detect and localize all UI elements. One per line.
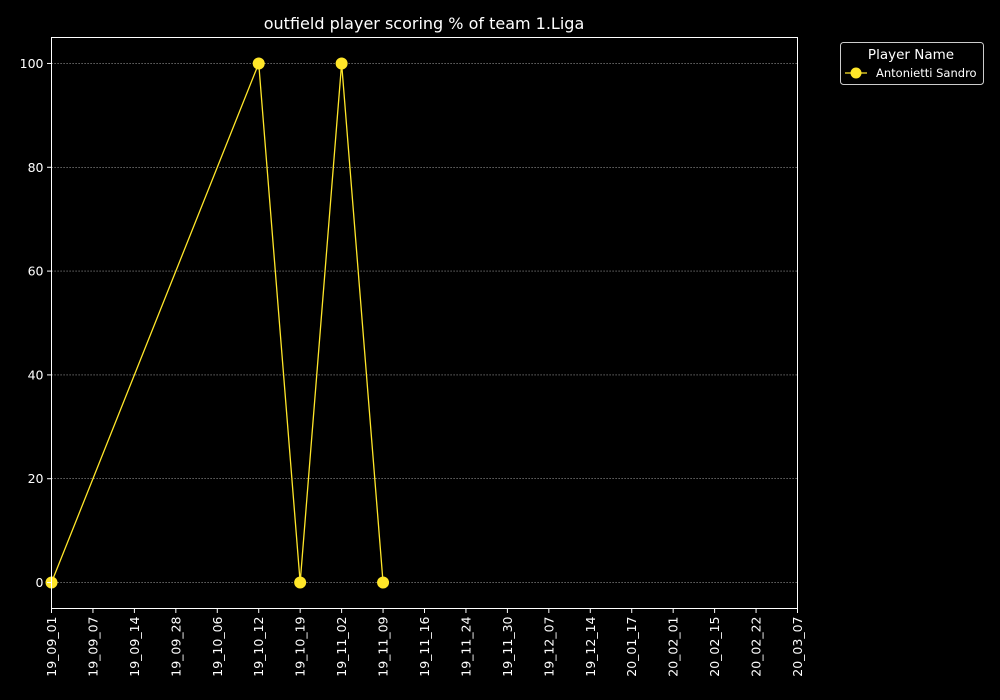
data-point [294, 576, 307, 589]
legend-entries: Antonietti Sandro [845, 66, 977, 80]
y-tick-label: 100 [20, 56, 44, 71]
data-point [252, 57, 265, 70]
y-tick-label: 20 [28, 471, 44, 486]
x-tick-label: 19_10_12 [251, 617, 266, 677]
y-tick-label: 60 [28, 264, 44, 279]
x-tick-label: 19_11_16 [417, 616, 432, 676]
x-tick-label: 19_11_02 [334, 617, 349, 677]
chart-title: outfield player scoring % of team 1.Liga [264, 14, 585, 33]
y-tick-label: 80 [28, 160, 44, 175]
x-tick-label: 20_03_07 [790, 617, 805, 677]
x-tick-label: 19_09_14 [127, 616, 142, 676]
x-tick-label: 19_10_06 [210, 616, 225, 676]
grid-layer [51, 63, 798, 583]
x-tick-label: 19_09_28 [168, 616, 183, 676]
x-tick-label: 20_02_01 [666, 617, 681, 677]
y-tick-label: 0 [36, 575, 44, 590]
x-tick-label: 19_09_07 [85, 617, 100, 677]
legend: Player Name Antonietti Sandro [840, 42, 984, 85]
x-axis: 19_09_01 19_09_07 19_09_14 19_09_28 19_10_06… [44, 608, 805, 677]
x-tick-label: 20_02_15 [707, 617, 722, 677]
legend-label: Antonietti Sandro [876, 66, 977, 80]
x-tick-label: 19_11_24 [458, 616, 473, 676]
x-tick-label: 20_01_17 [624, 617, 639, 677]
x-tick-label: 20_02_22 [749, 617, 764, 677]
x-tick-label: 19_12_07 [541, 617, 556, 677]
y-axis: 0 20 40 60 80 100 [20, 56, 52, 590]
x-tick-label: 19_12_14 [583, 616, 598, 676]
x-tick-label: 19_11_30 [500, 616, 515, 676]
legend-title: Player Name [868, 47, 954, 63]
legend-marker [850, 67, 862, 79]
y-tick-label: 40 [28, 367, 44, 382]
data-point [335, 57, 348, 70]
x-tick-label: 19_09_01 [44, 617, 59, 677]
data-point [377, 576, 390, 589]
x-tick-label: 19_11_09 [376, 616, 391, 676]
legend-box [840, 42, 984, 85]
x-tick-label: 19_10_19 [293, 616, 308, 676]
